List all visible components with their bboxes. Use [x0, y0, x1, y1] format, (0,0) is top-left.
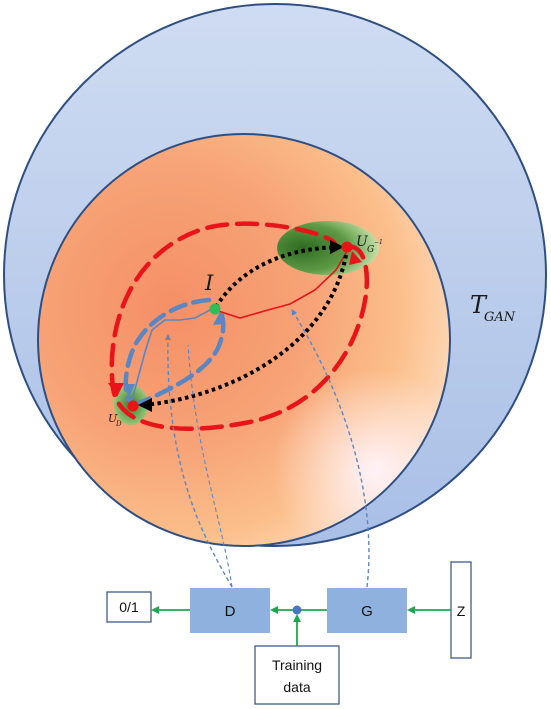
point-ud-dot — [127, 400, 139, 412]
generator-block — [327, 588, 407, 633]
black-dotted-arc-i-to-ug — [214, 245, 341, 309]
output-label: 0/1 — [119, 599, 139, 615]
point-i-label: I — [204, 271, 214, 295]
blue-solid-path — [131, 307, 215, 401]
point-ug-dot — [341, 241, 353, 253]
point-ud-label-group: U D — [108, 412, 122, 428]
outer-set-subscript: GAN — [484, 310, 516, 325]
point-ug-label-group: U G −1 — [356, 234, 383, 255]
noise-label: Z — [457, 603, 466, 619]
black-arrowhead-ud — [138, 398, 152, 412]
point-ud-label: U — [108, 412, 118, 425]
point-ud-subscript: D — [115, 420, 122, 428]
point-ug-label: U — [356, 234, 369, 250]
training-data-label-line1: Training — [272, 657, 322, 673]
point-i-dot — [209, 303, 221, 315]
red-dashed-loop — [109, 221, 370, 431]
junction-dot — [292, 605, 302, 615]
black-arrowhead-ug — [330, 240, 344, 254]
blue-arrowhead-right — [213, 312, 226, 325]
red-solid-path — [214, 247, 350, 319]
discriminator-label: D — [225, 603, 236, 620]
point-ug-superscript: −1 — [374, 239, 383, 246]
outer-set-label-group: T GAN — [470, 291, 516, 325]
leader-line-d — [164, 334, 233, 588]
blue-arrowhead-left — [123, 384, 135, 397]
training-data-label-line2: data — [283, 679, 310, 695]
outer-set-label: T — [470, 291, 488, 319]
generator-label: G — [361, 603, 373, 620]
inner-highlight — [39, 135, 449, 545]
red-arrowhead-lower — [108, 383, 124, 397]
training-data-box — [254, 645, 340, 705]
discriminator-block — [190, 588, 270, 633]
black-dotted-arc-ug-to-ud — [144, 254, 348, 407]
red-arrowhead-upper — [349, 251, 362, 265]
output-box — [106, 591, 152, 623]
point-ug-subscript: G — [367, 245, 374, 255]
